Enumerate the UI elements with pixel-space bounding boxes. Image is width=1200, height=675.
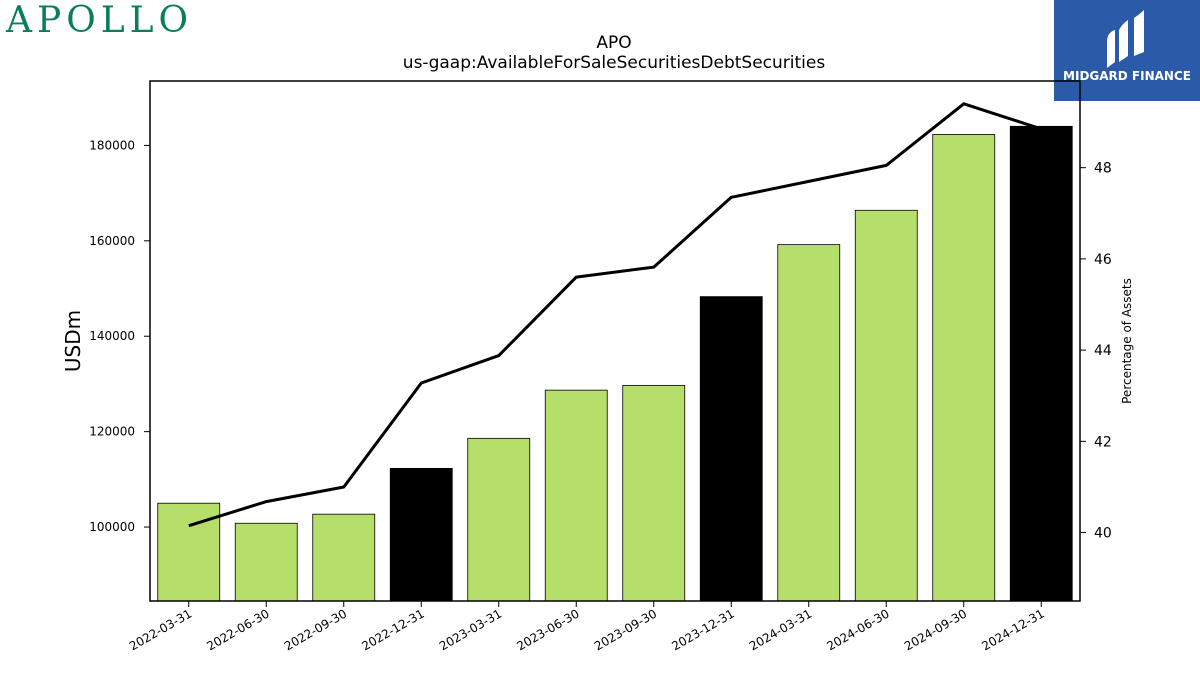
x-tick-label: 2022-06-30 bbox=[204, 606, 271, 653]
percentage-line bbox=[188, 102, 1042, 528]
bar-2023-03-31 bbox=[467, 437, 531, 602]
bar-2022-09-30 bbox=[312, 513, 376, 602]
badge-text: MIDGARD FINANCE bbox=[1063, 69, 1191, 83]
apollo-logo: APOLLO bbox=[6, 0, 194, 41]
bars-layer bbox=[157, 125, 1073, 602]
x-tick-label: 2024-03-31 bbox=[747, 606, 814, 653]
x-tick-label: 2023-06-30 bbox=[514, 606, 581, 653]
midgard-logo-icon bbox=[1107, 10, 1144, 68]
y-axis: 100000 120000 140000 160000 180000 bbox=[89, 138, 150, 534]
bar-2024-12-31 bbox=[1009, 125, 1073, 602]
plot-frame bbox=[149, 80, 1081, 602]
x-tick-label: 2024-06-30 bbox=[824, 606, 891, 653]
y2-tick-label: 46 bbox=[1094, 252, 1112, 268]
chart-subtitle: us-gaap:AvailableForSaleSecuritiesDebtSe… bbox=[403, 53, 826, 73]
bar-2022-06-30 bbox=[234, 522, 298, 602]
y2-axis: 40 42 44 46 48 bbox=[1080, 161, 1112, 542]
y2-tick-label: 42 bbox=[1094, 434, 1112, 450]
x-axis: 2022-03-31 2022-06-30 2022-09-30 2022-12-31… bbox=[127, 601, 1047, 653]
x-tick-label: 2023-03-31 bbox=[437, 606, 504, 653]
x-tick-label: 2023-12-31 bbox=[669, 606, 736, 653]
x-tick-label: 2022-09-30 bbox=[282, 606, 349, 653]
bar-2024-09-30 bbox=[932, 134, 996, 602]
bar-2022-12-31 bbox=[389, 467, 453, 602]
x-tick-label: 2022-12-31 bbox=[359, 606, 426, 653]
y2-tick-label: 48 bbox=[1094, 161, 1112, 177]
bar-2024-03-31 bbox=[777, 244, 841, 602]
x-tick-label: 2024-09-30 bbox=[902, 606, 969, 653]
y2-tick-label: 44 bbox=[1094, 343, 1112, 359]
y-tick-label: 180000 bbox=[89, 138, 135, 152]
y-tick-label: 140000 bbox=[89, 329, 135, 343]
midgard-finance-badge: MIDGARD FINANCE bbox=[1054, 0, 1200, 101]
x-tick-label: 2022-03-31 bbox=[127, 606, 194, 653]
bar-2023-06-30 bbox=[544, 389, 608, 602]
x-tick-label: 2024-12-31 bbox=[979, 606, 1046, 653]
bar-2023-12-31 bbox=[699, 296, 763, 602]
line-layer bbox=[188, 102, 1042, 528]
y-axis-label: USDm bbox=[61, 310, 85, 372]
y-tick-label: 120000 bbox=[89, 425, 135, 439]
y2-tick-label: 40 bbox=[1094, 526, 1112, 542]
y-tick-label: 160000 bbox=[89, 234, 135, 248]
y2-axis-label: Percentage of Assets bbox=[1120, 278, 1134, 404]
bar-2024-06-30 bbox=[854, 209, 918, 602]
x-tick-label: 2023-09-30 bbox=[592, 606, 659, 653]
chart-title: APO bbox=[596, 33, 631, 53]
y-tick-label: 100000 bbox=[89, 520, 135, 534]
bar-2023-09-30 bbox=[622, 384, 686, 602]
